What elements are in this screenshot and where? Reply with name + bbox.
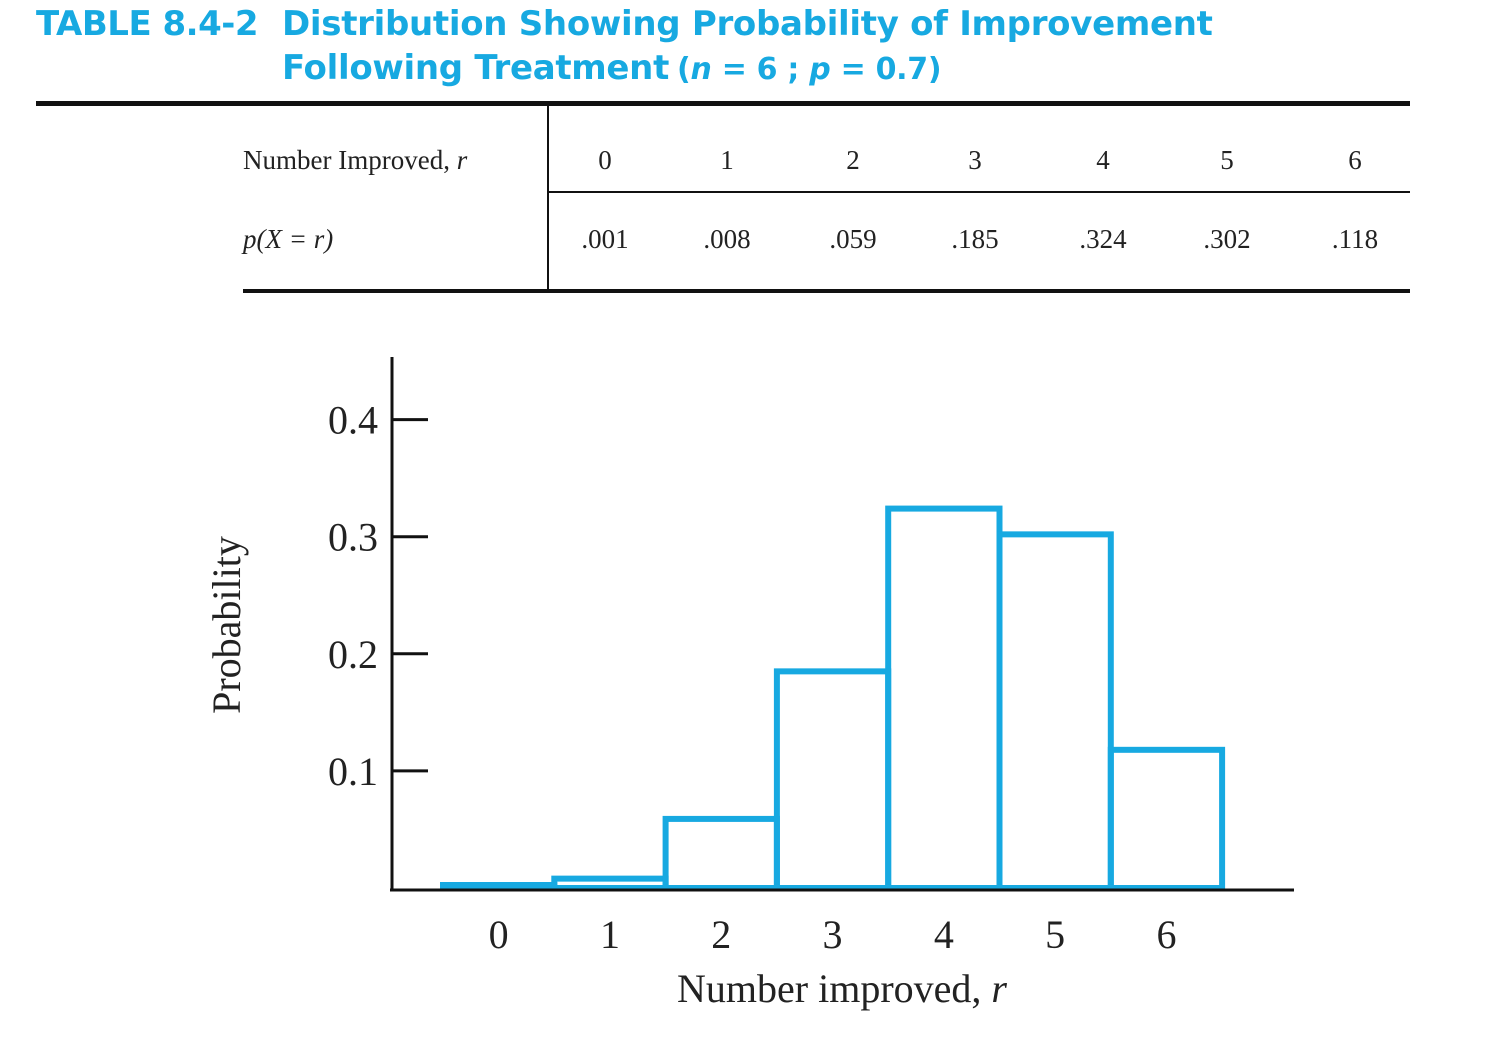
x-axis-label-text: Number improved, xyxy=(677,966,991,1011)
row-header-number-improved: Number Improved, r xyxy=(243,145,467,176)
p-value-cell: .118 xyxy=(1331,224,1379,254)
p-value-cell: .324 xyxy=(1079,224,1127,254)
p-symbol: p xyxy=(809,52,831,87)
row-header-probability: p(X = r) xyxy=(243,224,333,255)
row-header-prob-text: p(X = r) xyxy=(243,224,334,254)
r-value-cell: 5 xyxy=(1220,145,1234,175)
bar-r-3 xyxy=(773,668,892,891)
x-tick-label: 4 xyxy=(934,912,954,957)
y-tick-label: 0.3 xyxy=(328,515,378,560)
bar-r-6 xyxy=(1107,746,1226,892)
table-mid-rule xyxy=(549,191,1410,193)
bar-r-0 xyxy=(440,882,558,891)
x-axis-label-var: r xyxy=(991,966,1007,1011)
x-ticks-group: 0 1 2 3 4 5 6 xyxy=(489,912,1177,957)
x-tick-label: 1 xyxy=(600,912,620,957)
x-tick-label: 0 xyxy=(489,912,509,957)
y-axis-label: Probability xyxy=(204,536,249,714)
p-value-cell: .008 xyxy=(703,224,751,254)
title-line-2: Following Treatment (n = 6 ; p = 0.7) xyxy=(282,48,942,88)
y-ticks-group: 0.1 0.2 0.3 0.4 xyxy=(328,398,428,794)
table-number: TABLE 8.4-2 xyxy=(36,4,259,44)
p-value-cell: .185 xyxy=(951,224,999,254)
n-value: = 6 ; xyxy=(721,52,800,87)
x-axis-label: Number improved, r xyxy=(677,966,1007,1011)
r-value-cell: 3 xyxy=(968,145,982,175)
y-tick-label: 0.1 xyxy=(328,749,378,794)
y-tick-label: 0.2 xyxy=(328,632,378,677)
bar-r-1 xyxy=(551,875,669,892)
r-value-cell: 0 xyxy=(598,145,612,175)
bar-r-5 xyxy=(996,531,1114,891)
bars-group xyxy=(440,505,1226,892)
x-tick-label: 6 xyxy=(1156,912,1176,957)
r-value-cell: 6 xyxy=(1348,145,1362,175)
r-value-cell: 2 xyxy=(846,145,860,175)
table-top-rule xyxy=(36,101,1410,106)
table-column-divider xyxy=(547,106,549,292)
bar-r-4 xyxy=(885,505,1003,891)
row-header-text: Number Improved, xyxy=(243,145,450,175)
p-value-cell: .302 xyxy=(1203,224,1251,254)
x-tick-label: 3 xyxy=(823,912,843,957)
bar-r-2 xyxy=(662,815,780,892)
n-symbol: n xyxy=(690,52,712,87)
row-header-var: r xyxy=(456,145,468,175)
p-value-cell: .059 xyxy=(829,224,877,254)
p-value-cell: .001 xyxy=(581,224,629,254)
title-parameters: (n = 6 ; p = 0.7) xyxy=(677,52,942,87)
p-value: = 0.7) xyxy=(840,52,942,87)
title-line-2-text: Following Treatment xyxy=(282,48,670,88)
r-value-cell: 1 xyxy=(720,145,734,175)
x-tick-label: 5 xyxy=(1045,912,1065,957)
x-tick-label: 2 xyxy=(711,912,731,957)
title-line-1: Distribution Showing Probability of Impr… xyxy=(282,4,1213,44)
table-bottom-rule xyxy=(243,289,1410,293)
y-tick-label: 0.4 xyxy=(328,398,378,443)
r-value-cell: 4 xyxy=(1096,145,1110,175)
